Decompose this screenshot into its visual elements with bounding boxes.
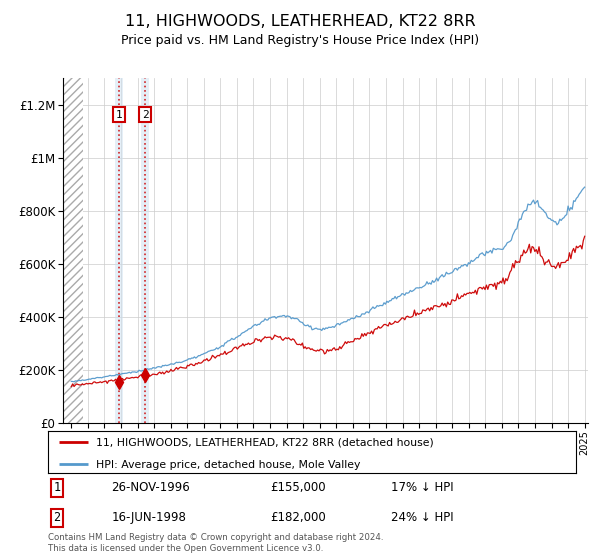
Bar — [141, 78, 149, 423]
Bar — [115, 78, 123, 423]
Text: £182,000: £182,000 — [270, 511, 326, 524]
Text: 24% ↓ HPI: 24% ↓ HPI — [391, 511, 454, 524]
Text: 2: 2 — [53, 511, 61, 524]
Text: 16-JUN-1998: 16-JUN-1998 — [112, 511, 186, 524]
Text: Price paid vs. HM Land Registry's House Price Index (HPI): Price paid vs. HM Land Registry's House … — [121, 34, 479, 46]
Text: 1: 1 — [116, 110, 122, 120]
Bar — [63, 78, 83, 423]
Text: 11, HIGHWOODS, LEATHERHEAD, KT22 8RR (detached house): 11, HIGHWOODS, LEATHERHEAD, KT22 8RR (de… — [95, 437, 433, 447]
Text: 11, HIGHWOODS, LEATHERHEAD, KT22 8RR: 11, HIGHWOODS, LEATHERHEAD, KT22 8RR — [125, 14, 475, 29]
Text: Contains HM Land Registry data © Crown copyright and database right 2024.
This d: Contains HM Land Registry data © Crown c… — [48, 533, 383, 553]
Text: 2: 2 — [142, 110, 148, 120]
Text: 26-NOV-1996: 26-NOV-1996 — [112, 482, 190, 494]
Text: HPI: Average price, detached house, Mole Valley: HPI: Average price, detached house, Mole… — [95, 460, 360, 470]
Text: 17% ↓ HPI: 17% ↓ HPI — [391, 482, 454, 494]
Text: £155,000: £155,000 — [270, 482, 325, 494]
Text: 1: 1 — [53, 482, 61, 494]
